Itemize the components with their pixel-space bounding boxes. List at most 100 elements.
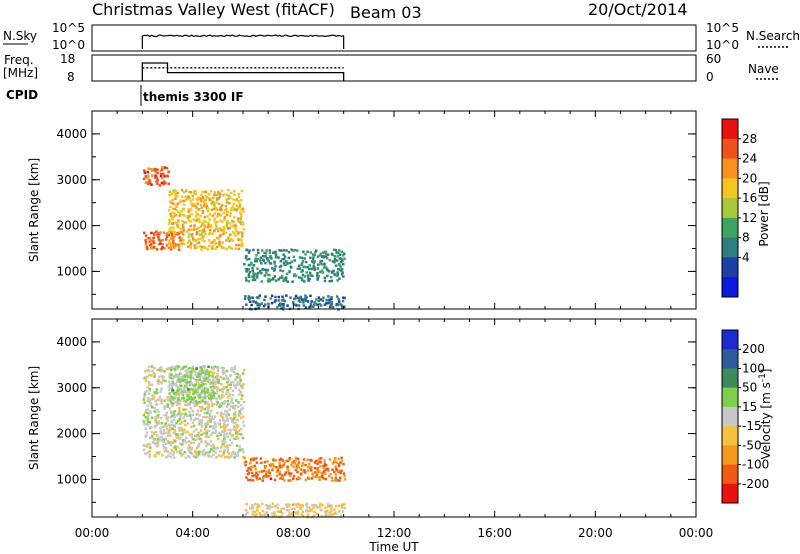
echo-cell-0 [220,393,224,397]
freq-panel-frame [91,54,697,82]
echo-cell-3 [316,274,319,277]
echo-cell-2 [268,471,271,474]
echo-cell-0 [206,416,209,419]
echo-cell-0 [227,428,231,432]
echo-cell-2 [339,471,342,475]
echo-cell-3 [337,510,341,513]
echo-cell-0 [204,435,208,439]
echo-cell-3 [342,275,345,278]
echo-cell-1 [198,375,201,378]
echo-cell-1 [193,390,197,394]
echo-cell-0 [216,434,219,438]
echo-cell-2 [318,465,322,468]
echo-cell-3 [293,249,297,252]
echo-cell-1 [150,168,153,171]
echo-cell-1 [169,401,173,404]
echo-cell-0 [225,432,229,436]
echo-cell-0 [212,446,216,449]
echo-cell-2 [271,463,275,466]
echo-cell-4 [286,304,289,307]
echo-cell-1 [146,181,150,184]
echo-cell-0 [224,435,227,439]
echo-cell-3 [247,275,251,279]
echo-cell-2 [180,210,183,213]
nsky-tick-bottom-right: 10^0 [706,38,739,52]
echo-cell-2 [233,193,236,196]
echo-cell-0 [157,414,160,417]
colorbar-tick-label: 8 [742,231,750,245]
echo-cell-2 [227,236,231,239]
echo-cell-0 [234,378,237,382]
echo-cell-3 [294,274,298,277]
echo-cell-3 [323,515,327,518]
echo-cell-1 [203,396,207,399]
echo-cell-2 [183,242,186,246]
echo-cell-2 [201,238,204,242]
echo-cell-1 [212,394,216,398]
echo-cell-3 [276,503,279,506]
echo-cell-0 [156,437,159,441]
echo-cell-2 [233,207,236,211]
echo-cell-0 [229,405,233,408]
echo-cell-2 [170,193,173,196]
echo-cell-0 [216,392,219,395]
echo-cell-0 [148,373,151,377]
echo-cell-2 [218,235,222,238]
echo-cell-2 [187,207,190,211]
echo-cell-0 [220,454,223,458]
echo-cell-2 [189,199,192,202]
echo-cell-2 [180,195,184,198]
echo-cell-2 [186,197,190,200]
echo-cell-3 [290,512,293,515]
echo-cell-2 [268,474,272,477]
echo-cell-2 [293,462,297,465]
echo-cell-2 [187,210,190,213]
echo-cell-3 [247,263,251,267]
echo-cell-2 [338,479,341,482]
echo-cell-0 [143,391,147,394]
echo-cell-3 [255,260,258,263]
echo-cell-0 [150,431,153,434]
echo-cell-0 [229,432,232,435]
echo-cell-0 [203,432,206,435]
echo-cell-1 [180,368,183,371]
echo-cell-0 [162,231,166,234]
echo-cell-3 [342,263,345,266]
echo-cell-2 [192,237,195,240]
echo-cell-0 [185,378,189,382]
echo-cell-2 [221,220,224,223]
echo-cell-3 [338,268,341,271]
echo-cell-3 [340,257,343,260]
echo-cell-2 [335,468,338,472]
echo-cell-2 [174,190,178,193]
echo-cell-0 [211,404,214,408]
echo-cell-3 [280,274,284,278]
echo-cell-0 [230,397,234,401]
echo-cell-2 [183,214,186,217]
echo-cell-0 [160,382,163,385]
echo-cell-2 [232,202,236,206]
echo-cell-0 [219,450,222,453]
echo-cell-0 [242,400,246,404]
echo-cell-0 [194,373,197,376]
echo-cell-3 [315,249,318,252]
echo-cell-0 [201,450,204,453]
echo-cell-2 [191,233,194,236]
echo-cell-2 [249,478,252,482]
date-label: 20/Oct/2014 [588,0,688,19]
echo-cell-3 [246,511,249,514]
echo-cell-2 [200,206,203,209]
echo-cell-2 [200,248,203,251]
echo-cell-0 [239,448,242,452]
echo-cell-2 [278,473,281,476]
echo-cell-2 [240,199,243,202]
echo-cell-1 [176,397,180,400]
echo-cell-2 [202,219,206,223]
echo-cell-3 [251,510,254,513]
echo-cell-1 [161,177,164,180]
echo-cell-0 [164,431,167,435]
echo-cell-0 [226,399,230,403]
echo-cell-4 [257,307,260,310]
echo-cell-0 [175,436,179,439]
echo-cell-4 [277,295,280,299]
